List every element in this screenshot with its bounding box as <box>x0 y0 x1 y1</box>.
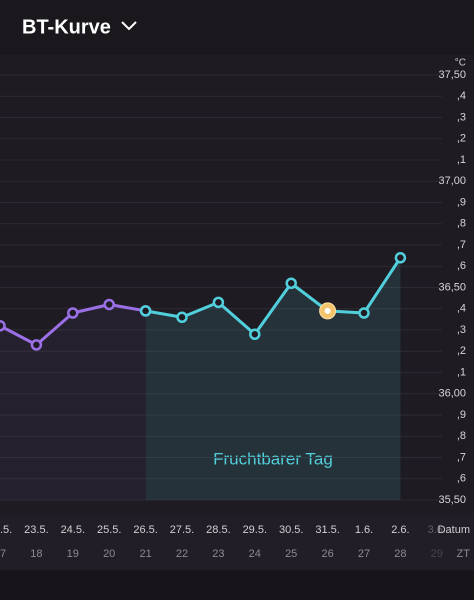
unit-label: °C <box>455 58 466 69</box>
y-tick-label: 35,50 <box>438 494 466 506</box>
x-tick-label: 25.5. <box>97 524 121 536</box>
point <box>30 339 43 351</box>
point <box>212 296 225 309</box>
y-tick-label: ,8 <box>457 218 466 230</box>
cycle-day-label: 19 <box>67 548 79 560</box>
x-tick-label: 24.5. <box>61 524 85 536</box>
cycle-day-label: 17 <box>0 548 6 560</box>
point <box>0 320 6 332</box>
y-tick-label: ,4 <box>457 303 466 315</box>
cycle-day-label: 24 <box>249 548 261 560</box>
y-tick-label: 37,50 <box>438 69 466 81</box>
point <box>67 307 79 319</box>
area <box>0 304 146 500</box>
cycle-day-label: 28 <box>394 548 406 560</box>
point <box>103 298 115 311</box>
cycle-axis-label: ZT <box>457 548 471 560</box>
x-tick-label: 3.6. <box>428 524 446 536</box>
cycle-day-label: 26 <box>321 548 333 560</box>
y-tick-label: 37,00 <box>438 175 466 187</box>
plot: 37,50 ,4 ,3 ,2 ,1 37,00 ,9 ,8 ,7 ,6 36,50 ,4 ,3 ,2 ,1 3… <box>0 69 466 560</box>
footer <box>0 570 474 600</box>
x-tick-label: 22.5. <box>0 524 12 536</box>
y-tick-label: ,2 <box>457 133 466 145</box>
x-axis-label: Datum <box>438 524 470 536</box>
y-tick-label: ,1 <box>457 366 466 378</box>
area <box>145 257 401 500</box>
x-tick-label: 27.5. <box>170 524 194 536</box>
x-tick-label: 26.5. <box>133 524 157 536</box>
y-tick-label: ,7 <box>457 239 466 251</box>
y-tick-label: ,6 <box>457 473 466 485</box>
y-tick-label: ,9 <box>457 196 466 208</box>
x-tick-label: 23.5. <box>24 524 48 536</box>
line <box>145 256 402 336</box>
screen-title[interactable]: BT-Kurve <box>22 16 111 38</box>
y-tick-label: ,3 <box>457 324 466 336</box>
y-tick-label: ,2 <box>457 345 466 357</box>
cycle-day-label: 21 <box>139 548 151 560</box>
x-tick-label: 31.5. <box>315 524 339 536</box>
cycle-day-label: 27 <box>358 548 370 560</box>
x-tick-label: 28.5. <box>206 524 230 536</box>
fertile-annotation: Fruchtbarer Tag <box>213 449 333 468</box>
x-tick-label: 2.6. <box>391 524 409 536</box>
point <box>358 307 370 319</box>
y-tick-label: ,7 <box>457 451 466 463</box>
y-tick-label: ,4 <box>457 90 466 102</box>
y-tick-label: ,1 <box>457 154 466 166</box>
y-tick-label: 36,00 <box>438 388 466 400</box>
x-tick-label: 29.5. <box>243 524 267 536</box>
cycle-day-label: 29 <box>431 548 443 560</box>
point <box>249 328 261 340</box>
fertile-marker-center <box>324 307 331 314</box>
cycle-day-label: 22 <box>176 548 188 560</box>
axis-strip <box>0 515 474 570</box>
header <box>0 0 474 55</box>
cycle-day-label: 18 <box>30 548 42 560</box>
dropdown-chevron[interactable] <box>121 21 137 31</box>
x-tick-label: 30.5. <box>279 524 303 536</box>
x-tick-label: 1.6. <box>355 524 373 536</box>
cycle-day-label: 23 <box>212 548 224 560</box>
point <box>176 311 188 323</box>
y-tick-label: 36,50 <box>438 281 466 293</box>
y-tick-label: ,6 <box>457 260 466 272</box>
point <box>285 277 297 289</box>
point <box>139 305 152 317</box>
cycle-day-label: 20 <box>103 548 115 560</box>
y-tick-label: ,9 <box>457 409 466 421</box>
cycle-day-label: 25 <box>285 548 297 560</box>
point <box>394 252 407 264</box>
y-tick-label: ,3 <box>457 111 466 123</box>
y-tick-label: ,8 <box>457 430 466 442</box>
